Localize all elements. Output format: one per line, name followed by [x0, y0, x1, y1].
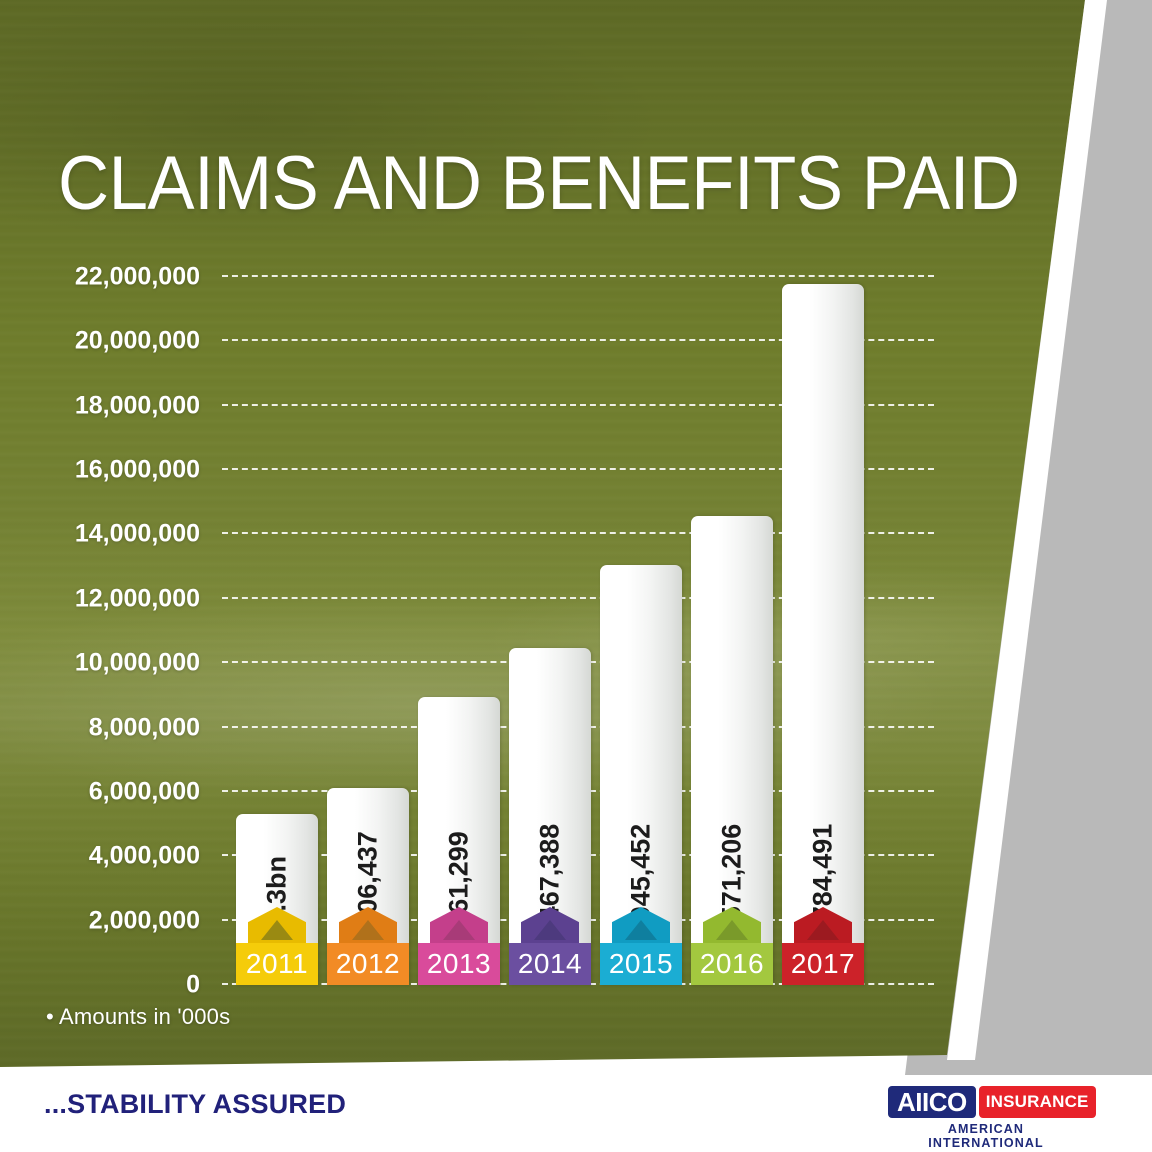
arrow-up-icon	[534, 920, 566, 940]
tagline: ...STABILITY ASSURED	[44, 1089, 347, 1119]
bar-base[interactable]: 2014	[509, 943, 591, 985]
y-axis-tick-label: 22,000,000	[74, 262, 200, 291]
gridline	[222, 275, 934, 277]
bar-column[interactable]	[782, 283, 864, 985]
arrow-up-icon	[625, 920, 657, 940]
aiico-logo: AIICO INSURANCE AMERICAN INTERNATIONAL	[888, 1086, 1096, 1150]
bar-group[interactable]: ₦5.3bn 2011	[236, 814, 318, 985]
bar-year-label: 2011	[245, 948, 309, 979]
y-axis-tick-label: 0	[186, 970, 200, 999]
y-axis-labels: 0 2,000,000 4,000,000 6,000,000 8,000,000 10,…	[0, 263, 212, 999]
y-axis-tick-label: 16,000,000	[74, 455, 200, 484]
y-axis-tick-label: 18,000,000	[74, 391, 200, 420]
logo-row: AIICO INSURANCE	[888, 1086, 1096, 1118]
bar-base[interactable]: 2011	[236, 943, 318, 985]
bar-group[interactable]: ₦10,467,388 2014	[509, 648, 591, 985]
bar-year-label: 2014	[517, 948, 583, 979]
arrow-up-icon	[716, 920, 748, 940]
arrow-up-icon	[261, 920, 293, 940]
bar-group[interactable]: ₦8,961,299 2013	[418, 696, 500, 985]
gridline	[222, 403, 934, 406]
y-axis-tick-label: 6,000,000	[88, 777, 200, 806]
logo-subtitle: AMERICAN INTERNATIONAL	[928, 1122, 1044, 1150]
logo-brand: AIICO	[888, 1086, 976, 1118]
bar-year-label: 2015	[608, 948, 674, 979]
bar-group[interactable]: ₦13,045,452 2015	[600, 565, 682, 985]
y-axis-tick-label: 14,000,000	[74, 519, 200, 548]
y-axis-tick-label: 20,000,000	[74, 326, 200, 355]
bar-base[interactable]: 2012	[327, 943, 409, 985]
y-axis-tick-label: 8,000,000	[88, 713, 200, 742]
bar-year-label: 2013	[426, 948, 492, 979]
arrow-up-icon	[807, 920, 839, 940]
y-axis-tick-label: 12,000,000	[74, 584, 200, 613]
chart-plot-area: ₦5.3bn 2011 ₦6,106,437 2012 ₦8,961,299 2013 ₦1…	[222, 275, 934, 985]
bar-year-label: 2017	[790, 948, 856, 979]
bar-base[interactable]: 2017	[782, 943, 864, 985]
bar-base[interactable]: 2013	[418, 943, 500, 985]
chart-footnote: • Amounts in '000s	[46, 1004, 231, 1029]
y-axis-tick-label: 4,000,000	[88, 841, 200, 870]
bar-year-label: 2016	[699, 948, 765, 979]
bar-year-label: 2012	[335, 948, 401, 979]
logo-product: INSURANCE	[978, 1086, 1096, 1118]
bar-group[interactable]: ₦6,106,437 2012	[327, 788, 409, 985]
bar-base[interactable]: 2015	[600, 943, 682, 985]
gridline	[222, 596, 934, 599]
bar-group[interactable]: ₦14,571,206 2016	[691, 516, 773, 985]
y-axis-tick-label: 10,000,000	[74, 648, 200, 677]
bar-group[interactable]: ₦21,784,491 2017	[782, 283, 864, 985]
gridline	[222, 532, 934, 535]
arrow-up-icon	[443, 920, 475, 940]
bar-base[interactable]: 2016	[691, 943, 773, 985]
bar-column[interactable]	[691, 516, 773, 985]
gridline	[222, 339, 934, 342]
gridline	[222, 468, 934, 471]
page-title: CLAIMS AND BENEFITS PAID	[58, 141, 1020, 226]
y-axis-tick-label: 2,000,000	[88, 906, 200, 935]
arrow-up-icon	[352, 920, 384, 940]
